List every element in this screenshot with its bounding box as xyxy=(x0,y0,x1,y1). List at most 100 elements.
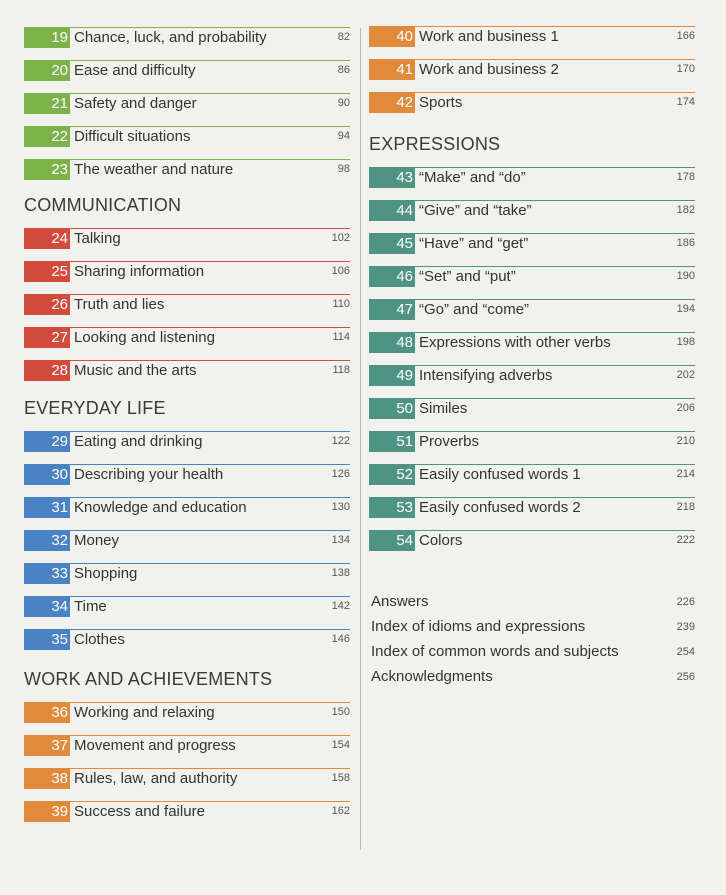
page-number: 82 xyxy=(337,31,350,43)
entry-rule xyxy=(369,431,695,432)
page-number: 142 xyxy=(331,600,350,612)
toc-entry[interactable]: 50 Similes 206 xyxy=(369,398,695,431)
chapter-number-badge: 38 xyxy=(24,769,70,789)
chapter-title: “Set” and “put” xyxy=(419,268,516,285)
chapter-title: Looking and listening xyxy=(74,329,215,346)
toc-entry[interactable]: 33 Shopping 138 xyxy=(24,563,350,596)
page-number: 90 xyxy=(337,97,350,109)
toc-entry[interactable]: 34 Time 142 xyxy=(24,596,350,629)
page-number: 146 xyxy=(331,633,350,645)
toc-entry[interactable]: 44 “Give” and “take” 182 xyxy=(369,200,695,233)
chapter-number-badge: 27 xyxy=(24,328,70,348)
toc-entry[interactable]: 48 Expressions with other verbs 198 xyxy=(369,332,695,365)
chapter-title: Easily confused words 1 xyxy=(419,466,581,483)
page-number: 154 xyxy=(331,739,350,751)
back-matter: Answers 226 Index of idioms and expression… xyxy=(369,593,695,693)
toc-entry[interactable]: 45 “Have” and “get” 186 xyxy=(369,233,695,266)
section-heading: EVERYDAY LIFE xyxy=(24,398,166,418)
toc-entry[interactable]: 53 Easily confused words 2 218 xyxy=(369,497,695,530)
entry-rule xyxy=(24,27,350,28)
toc-entry[interactable]: 25 Sharing information 106 xyxy=(24,261,350,294)
page-number: 186 xyxy=(676,237,695,249)
chapter-number-badge: 52 xyxy=(369,465,415,485)
page-number: 150 xyxy=(331,706,350,718)
chapter-number-badge: 31 xyxy=(24,498,70,518)
entry-rule xyxy=(369,497,695,498)
back-matter-entry[interactable]: Acknowledgments 256 xyxy=(369,668,695,693)
entry-rule xyxy=(24,801,350,802)
back-matter-entry[interactable]: Answers 226 xyxy=(369,593,695,618)
toc-entry[interactable]: 43 “Make” and “do” 178 xyxy=(369,167,695,200)
page-number: 190 xyxy=(676,270,695,282)
toc-entry[interactable]: 20 Ease and difficulty 86 xyxy=(24,60,350,93)
back-matter-title: Index of common words and subjects xyxy=(371,643,619,660)
chapter-number-badge: 19 xyxy=(24,28,70,48)
entry-rule xyxy=(24,431,350,432)
toc-entry[interactable]: 52 Easily confused words 1 214 xyxy=(369,464,695,497)
toc-entry[interactable]: 39 Success and failure 162 xyxy=(24,801,350,834)
toc-entry[interactable]: 23 The weather and nature 98 xyxy=(24,159,350,192)
page-number: 256 xyxy=(676,671,695,683)
page-number: 198 xyxy=(676,336,695,348)
chapter-title: Success and failure xyxy=(74,803,205,820)
page-number: 178 xyxy=(676,171,695,183)
section-heading: WORK AND ACHIEVEMENTS xyxy=(24,669,273,689)
back-matter-title: Acknowledgments xyxy=(371,668,493,685)
toc-entry[interactable]: 54 Colors 222 xyxy=(369,530,695,563)
chapter-number-badge: 39 xyxy=(24,802,70,822)
page-number: 94 xyxy=(337,130,350,142)
toc-entry[interactable]: 36 Working and relaxing 150 xyxy=(24,702,350,735)
toc-entry[interactable]: 49 Intensifying adverbs 202 xyxy=(369,365,695,398)
page-number: 222 xyxy=(676,534,695,546)
chapter-number-badge: 32 xyxy=(24,531,70,551)
toc-entry[interactable]: 24 Talking 102 xyxy=(24,228,350,261)
back-matter-entry[interactable]: Index of idioms and expressions 239 xyxy=(369,618,695,643)
chapter-title: “Make” and “do” xyxy=(419,169,526,186)
chapter-number-badge: 44 xyxy=(369,201,415,221)
toc-entry[interactable]: 47 “Go” and “come” 194 xyxy=(369,299,695,332)
page-number: 118 xyxy=(332,364,350,376)
entry-rule xyxy=(369,92,695,93)
chapter-title: Shopping xyxy=(74,565,138,582)
toc-entry[interactable]: 40 Work and business 1 166 xyxy=(369,26,695,59)
entry-rule xyxy=(24,60,350,61)
toc-entry[interactable]: 27 Looking and listening 114 xyxy=(24,327,350,360)
page-number: 162 xyxy=(331,805,350,817)
page-number: 102 xyxy=(331,232,350,244)
page-number: 138 xyxy=(331,567,350,579)
toc-entry[interactable]: 30 Describing your health 126 xyxy=(24,464,350,497)
toc-entry[interactable]: 29 Eating and drinking 122 xyxy=(24,431,350,464)
back-matter-entry[interactable]: Index of common words and subjects 254 xyxy=(369,643,695,668)
toc-entry[interactable]: 42 Sports 174 xyxy=(369,92,695,125)
page-number: 218 xyxy=(676,501,695,513)
page-number: 210 xyxy=(676,435,695,447)
toc-entry[interactable]: 35 Clothes 146 xyxy=(24,629,350,662)
toc-entry[interactable]: 46 “Set” and “put” 190 xyxy=(369,266,695,299)
chapter-title: Difficult situations xyxy=(74,128,191,145)
chapter-title: Rules, law, and authority xyxy=(74,770,238,787)
page-number: 214 xyxy=(676,468,695,480)
back-matter-title: Answers xyxy=(371,593,429,610)
toc-entry[interactable]: 32 Money 134 xyxy=(24,530,350,563)
toc-entry[interactable]: 26 Truth and lies 110 xyxy=(24,294,350,327)
toc-entry[interactable]: 21 Safety and danger 90 xyxy=(24,93,350,126)
toc-entry[interactable]: 38 Rules, law, and authority 158 xyxy=(24,768,350,801)
toc-left-column: 19 Chance, luck, and probability 82 20 Ease … xyxy=(24,27,350,834)
toc-entry[interactable]: 51 Proverbs 210 xyxy=(369,431,695,464)
chapter-number-badge: 37 xyxy=(24,736,70,756)
toc-entry[interactable]: 41 Work and business 2 170 xyxy=(369,59,695,92)
page-number: 202 xyxy=(676,369,695,381)
chapter-number-badge: 22 xyxy=(24,127,70,147)
toc-entry[interactable]: 28 Music and the arts 118 xyxy=(24,360,350,393)
chapter-number-badge: 43 xyxy=(369,168,415,188)
section-heading: EXPRESSIONS xyxy=(369,134,501,154)
chapter-number-badge: 48 xyxy=(369,333,415,353)
toc-entry[interactable]: 31 Knowledge and education 130 xyxy=(24,497,350,530)
toc-entry[interactable]: 19 Chance, luck, and probability 82 xyxy=(24,27,350,60)
chapter-title: Colors xyxy=(419,532,463,549)
toc-entry[interactable]: 22 Difficult situations 94 xyxy=(24,126,350,159)
entry-rule xyxy=(369,464,695,465)
chapter-title: Knowledge and education xyxy=(74,499,247,516)
toc-entry[interactable]: 37 Movement and progress 154 xyxy=(24,735,350,768)
chapter-number-badge: 45 xyxy=(369,234,415,254)
